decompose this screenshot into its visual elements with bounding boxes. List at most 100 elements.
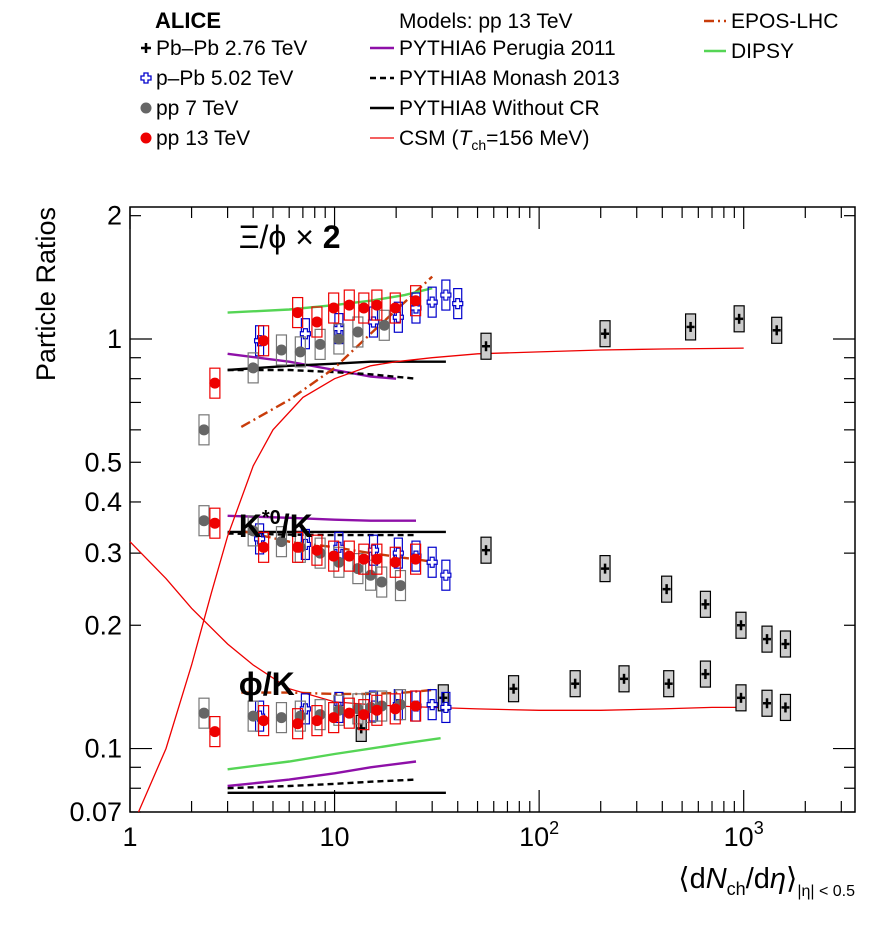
point-pbpb-phi (507, 675, 520, 703)
point-pp13-kstar (292, 531, 304, 563)
marker (358, 553, 370, 565)
legend-label-nocr: PYTHIA8 Without CR (399, 97, 600, 120)
marker (440, 569, 452, 581)
marker (333, 333, 345, 345)
marker (389, 302, 401, 314)
marker (314, 338, 326, 350)
point-pbpb-kstar (661, 575, 673, 603)
group-label-kstar: K*0/K (239, 507, 313, 544)
point-pbpb-xi (480, 332, 492, 360)
point-ppb-xi (440, 279, 452, 311)
marker (343, 707, 355, 719)
marker (440, 289, 452, 301)
model-monash-phi (227, 778, 417, 790)
point-pp13-phi (358, 699, 370, 731)
point-pp13-phi (328, 702, 340, 734)
marker (371, 299, 383, 311)
x-tick-label: 1 (122, 822, 137, 852)
model-csm-xi (137, 347, 744, 813)
marker (292, 541, 304, 553)
point-pp13-xi (328, 292, 340, 324)
point-pp7-kstar (275, 526, 288, 558)
point-pbpb-kstar (735, 611, 747, 639)
marker (410, 295, 422, 307)
point-pp13-kstar (389, 546, 401, 578)
point-pp7-xi (352, 316, 364, 348)
marker (365, 569, 377, 581)
marker (389, 703, 401, 715)
point-pbpb-phi (699, 660, 712, 688)
x-tick-label: 102 (519, 818, 559, 852)
point-pbpb-xi (599, 320, 611, 348)
legend-label-csm: CSM (Tch=156 MeV) (399, 127, 589, 153)
point-ppb-kstar (426, 546, 438, 578)
marker (371, 704, 383, 716)
marker (292, 718, 304, 730)
legend-label-pp7: pp 7 TeV (156, 97, 239, 120)
point-pp13-xi (410, 285, 422, 317)
point-pbpb-kstar (699, 590, 712, 618)
point-ppb-phi (426, 689, 438, 721)
point-pp7-phi (247, 700, 259, 732)
legend-marker (140, 102, 152, 114)
point-pp7-phi (275, 702, 288, 734)
marker (452, 298, 464, 310)
point-pbpb-phi (779, 693, 792, 722)
point-pp13-phi (258, 705, 270, 737)
point-pbpb-kstar (779, 630, 792, 658)
point-pp13-phi (343, 697, 355, 729)
marker (247, 362, 259, 374)
marker (198, 515, 210, 527)
marker (358, 709, 370, 721)
point-pbpb-kstar (480, 536, 492, 564)
marker (376, 576, 388, 588)
legend-label-epos: EPOS-LHC (731, 10, 838, 33)
marker (198, 707, 210, 719)
axis-labels: 1 10 102 103 0.07 0.1 0.2 0.3 0.4 0.5 1 2 Particle R… (31, 201, 855, 900)
marker (426, 296, 438, 308)
legend-marker (140, 132, 152, 144)
legend-label-monash: PYTHIA8 Monash 2013 (399, 67, 620, 90)
legend-models-title: Models: pp 13 TeV (399, 10, 573, 33)
marker (352, 563, 364, 575)
marker (258, 715, 270, 727)
point-pp13-xi (292, 296, 304, 329)
marker (394, 580, 406, 592)
point-pp13-xi (209, 367, 221, 399)
point-pp7-kstar (247, 515, 259, 547)
y-tick-label: 0.1 (84, 734, 122, 764)
marker (378, 319, 390, 331)
y-tick-label: 1 (107, 324, 122, 354)
plot-frame (129, 206, 856, 813)
y-tick-label: 0.3 (84, 538, 122, 568)
point-pp13-xi (311, 306, 323, 338)
legend-marker (140, 72, 152, 84)
marker (275, 712, 287, 724)
point-pp13-phi (311, 705, 323, 737)
model-curves (129, 275, 744, 813)
marker (258, 335, 270, 347)
legend-label-pp13: pp 13 TeV (156, 127, 250, 150)
point-pp13-xi (371, 289, 383, 321)
point-pp13-xi (389, 292, 401, 324)
y-tick-label: 0.2 (84, 610, 122, 640)
point-ppb-phi (440, 691, 452, 724)
marker (410, 553, 422, 565)
point-pp13-kstar (328, 540, 340, 572)
point-pp7-kstar (352, 553, 364, 585)
model-csm-phi (129, 541, 744, 711)
model-perugia-phi (227, 760, 417, 788)
point-pp7-xi (198, 414, 210, 446)
y-axis-title: Particle Ratios (31, 207, 61, 381)
point-pp13-kstar (371, 543, 383, 575)
marker (328, 712, 340, 724)
point-pp13-phi (209, 716, 221, 748)
marker (311, 316, 323, 328)
y-tick-label: 2 (107, 201, 122, 231)
legend-label-pbpb: Pb–Pb 2.76 TeV (156, 37, 307, 60)
point-pp13-xi (343, 289, 355, 321)
marker (299, 328, 311, 340)
legend-label-dipsy: DIPSY (731, 40, 794, 63)
point-pp7-xi (294, 336, 306, 368)
marker (371, 553, 383, 565)
